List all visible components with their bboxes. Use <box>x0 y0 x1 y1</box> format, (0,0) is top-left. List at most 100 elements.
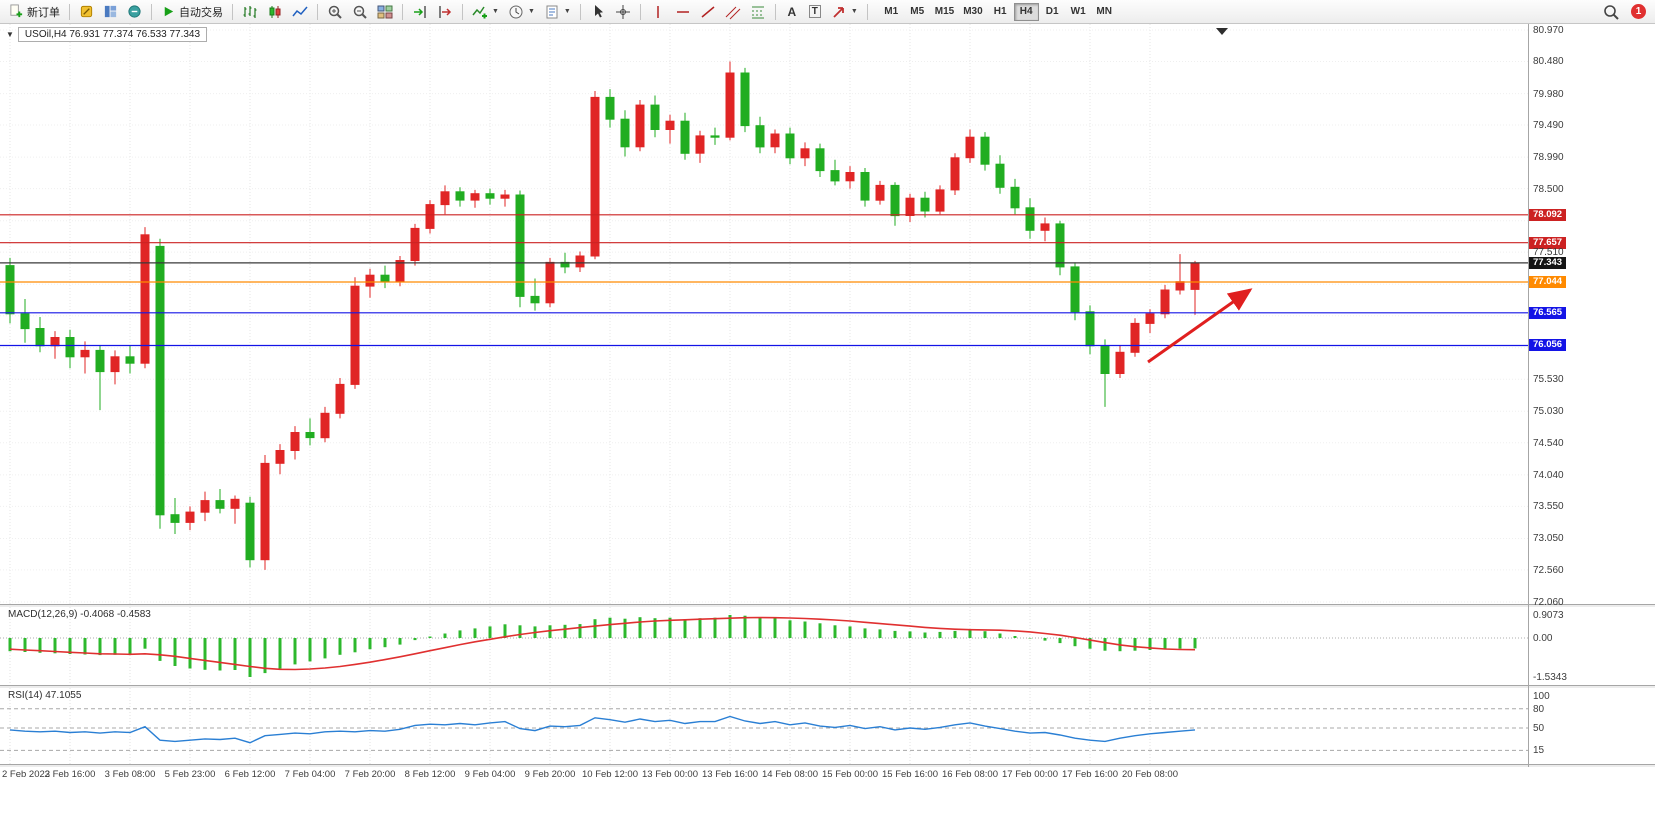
pane-divider[interactable] <box>0 685 1655 688</box>
channel-button[interactable] <box>721 2 745 22</box>
timeframe-button-m15[interactable]: M15 <box>931 3 958 21</box>
candle <box>1040 223 1050 231</box>
toolbar-separator <box>866 3 868 20</box>
candle <box>1085 311 1095 347</box>
time-axis-label: 7 Feb 20:00 <box>344 769 396 780</box>
time-axis-label: 17 Feb 16:00 <box>1062 769 1118 780</box>
metaeditor-button[interactable] <box>75 2 98 22</box>
candle <box>695 135 705 154</box>
one-click-trading-toggle[interactable]: ▼ <box>6 30 14 39</box>
candle <box>320 412 330 439</box>
fibonacci-button[interactable] <box>746 2 770 22</box>
indicators-icon <box>472 6 487 18</box>
rsi-pane[interactable] <box>0 688 1655 764</box>
search-button[interactable] <box>1599 2 1623 22</box>
candle <box>200 500 210 513</box>
candle <box>365 274 375 287</box>
crosshair-button[interactable] <box>611 2 635 22</box>
candle <box>515 194 525 297</box>
timeframe-button-m1[interactable]: M1 <box>879 3 904 21</box>
candle <box>830 170 840 182</box>
candle <box>1160 289 1170 315</box>
bar-chart-button[interactable] <box>238 2 262 22</box>
horizontal-lines-layer[interactable] <box>0 214 1528 347</box>
candle <box>725 72 735 138</box>
timeframe-button-d1[interactable]: D1 <box>1040 3 1065 21</box>
price-axis-tick: 74.040 <box>1533 469 1564 481</box>
line-chart-button[interactable] <box>288 2 312 22</box>
time-axis-label: 5 Feb 23:00 <box>164 769 216 780</box>
horizontal-line-button[interactable] <box>671 2 695 22</box>
candle <box>680 120 690 154</box>
time-axis-label: 3 Feb 08:00 <box>104 769 156 780</box>
timeframe-button-mn[interactable]: MN <box>1092 3 1117 21</box>
price-level-label: 76.565 <box>1529 306 1567 319</box>
vertical-line-button[interactable] <box>646 2 670 22</box>
macd-pane[interactable] <box>0 607 1655 685</box>
candle <box>260 462 270 561</box>
candlestick-chart-button[interactable] <box>263 2 287 22</box>
label-tool-button[interactable]: T <box>804 2 826 22</box>
candle <box>1115 351 1125 374</box>
trend-arrow[interactable] <box>1147 288 1253 364</box>
timeframe-button-h1[interactable]: H1 <box>988 3 1013 21</box>
price-axis-tick: 77.510 <box>1533 247 1564 259</box>
fibonacci-icon <box>751 6 764 18</box>
vertical-line-icon <box>657 5 659 18</box>
macd-axis-tick: 0.00 <box>1533 633 1553 645</box>
candle <box>230 498 240 509</box>
price-level-label: 77.657 <box>1529 236 1567 249</box>
candle <box>995 163 1005 188</box>
candle <box>185 511 195 523</box>
auto-scroll-icon <box>414 5 426 18</box>
profiles-button[interactable] <box>99 2 122 22</box>
price-axis-tick: 72.560 <box>1533 564 1564 576</box>
zoom-in-button[interactable] <box>323 2 347 22</box>
dropdown-caret-icon: ▼ <box>563 8 571 15</box>
time-axis-label: 10 Feb 12:00 <box>582 769 638 780</box>
pane-divider[interactable] <box>0 604 1655 607</box>
time-axis-label: 16 Feb 08:00 <box>942 769 998 780</box>
profiles-icon <box>104 5 117 18</box>
indicators-button[interactable]: ▼ <box>468 2 503 22</box>
candle <box>50 337 60 347</box>
horizontal-line-icon <box>676 10 689 13</box>
timeframe-button-m30[interactable]: M30 <box>959 3 986 21</box>
price-chart[interactable] <box>0 24 1655 604</box>
new-order-button[interactable]: 新订单 <box>5 2 64 22</box>
price-level-label: 76.056 <box>1529 339 1567 352</box>
arrows-tool-button[interactable]: ▼ <box>827 2 862 22</box>
search-icon <box>1604 4 1619 20</box>
chart-shift-marker[interactable] <box>1216 28 1228 35</box>
toolbar-separator <box>402 3 403 20</box>
new-order-icon <box>10 4 23 18</box>
templates-button[interactable]: ▼ <box>540 2 575 22</box>
time-axis-label: 14 Feb 08:00 <box>762 769 818 780</box>
candle <box>950 157 960 191</box>
cursor-button[interactable] <box>586 2 610 22</box>
timeframe-button-w1[interactable]: W1 <box>1066 3 1091 21</box>
price-axis-edge <box>1528 24 1529 767</box>
candle <box>110 356 120 373</box>
candle <box>980 136 990 165</box>
timeframe-button-h4[interactable]: H4 <box>1013 2 1039 21</box>
text-tool-button[interactable]: A <box>781 2 803 22</box>
autotrading-button[interactable]: 自动交易 <box>157 2 227 22</box>
zoom-out-button[interactable] <box>348 2 372 22</box>
tile-windows-button[interactable] <box>373 2 397 22</box>
timeframe-button-m5[interactable]: M5 <box>905 3 930 21</box>
terminal-button[interactable] <box>123 2 146 22</box>
trendline-button[interactable] <box>696 2 720 22</box>
annotations-layer[interactable] <box>1147 288 1253 364</box>
arrows-tool-icon <box>833 6 844 18</box>
candle <box>1100 345 1110 374</box>
price-axis-tick: 78.990 <box>1533 152 1564 164</box>
toolbar-separator <box>774 3 776 20</box>
macd-label: MACD(12,26,9) -0.4068 -0.4583 <box>8 609 151 620</box>
auto-scroll-button[interactable] <box>408 2 432 22</box>
cursor-icon <box>594 4 603 17</box>
periods-button[interactable]: ▼ <box>504 2 539 22</box>
notification-badge[interactable]: 1 <box>1631 4 1646 19</box>
rsi-axis-tick: 15 <box>1533 745 1545 757</box>
chart-shift-button[interactable] <box>433 2 457 22</box>
